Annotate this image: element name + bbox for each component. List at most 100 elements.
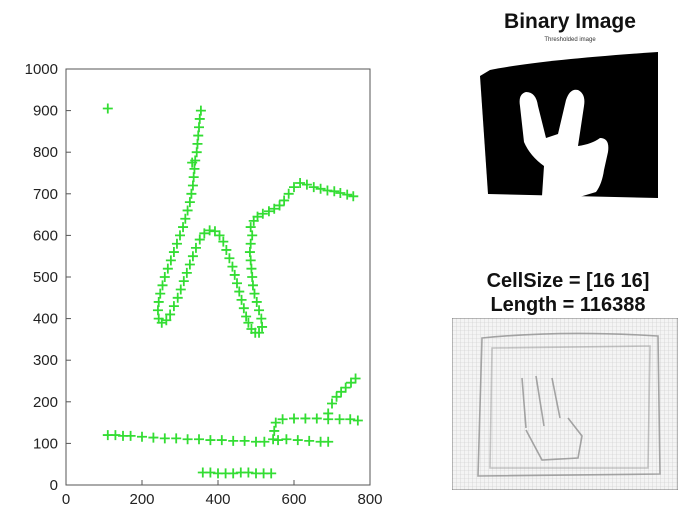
data-point xyxy=(216,435,227,446)
data-point xyxy=(162,263,173,274)
data-point xyxy=(102,103,113,114)
data-point xyxy=(241,311,252,322)
data-point xyxy=(315,183,326,194)
y-tick-label: 900 xyxy=(33,103,58,120)
data-point xyxy=(205,435,216,446)
data-point xyxy=(218,236,229,247)
data-point xyxy=(184,259,195,270)
data-point xyxy=(232,278,242,289)
data-point xyxy=(181,267,192,278)
data-point xyxy=(243,317,254,328)
data-point xyxy=(171,238,182,249)
data-point xyxy=(172,292,183,303)
data-point xyxy=(165,255,176,266)
data-point xyxy=(327,398,337,409)
y-tick-label: 500 xyxy=(33,269,58,286)
hog-feature-visualization xyxy=(451,317,679,491)
data-point xyxy=(245,222,256,233)
data-point xyxy=(161,315,172,326)
data-point xyxy=(224,253,235,264)
data-point xyxy=(279,195,290,206)
data-point xyxy=(171,433,182,444)
data-point xyxy=(342,189,353,200)
data-point xyxy=(175,284,186,295)
x-tick-label: 200 xyxy=(129,491,154,508)
x-tick-label: 800 xyxy=(357,491,382,508)
data-point xyxy=(251,436,261,447)
data-point xyxy=(187,180,198,191)
binary-image-subtitle: Thresholded image xyxy=(544,37,596,43)
data-point xyxy=(304,435,315,446)
data-point xyxy=(159,433,170,444)
data-point xyxy=(239,435,250,446)
data-point xyxy=(249,288,260,299)
data-point xyxy=(195,105,206,116)
data-point xyxy=(308,182,319,193)
data-point xyxy=(323,436,334,447)
data-point xyxy=(214,230,225,241)
data-point xyxy=(263,206,274,217)
data-point xyxy=(194,434,204,445)
data-point xyxy=(311,413,322,424)
data-point xyxy=(301,179,312,190)
data-point xyxy=(228,435,239,446)
y-tick-label: 300 xyxy=(33,352,58,369)
data-point xyxy=(269,425,280,436)
hog-cellsize-label: CellSize = [16 16] xyxy=(486,270,650,292)
hand-silhouette xyxy=(519,89,609,198)
data-point xyxy=(289,182,299,193)
data-point xyxy=(323,408,334,419)
data-point xyxy=(238,303,249,314)
data-point xyxy=(236,294,247,305)
data-point xyxy=(247,230,258,241)
data-point xyxy=(329,186,340,197)
y-tick-label: 700 xyxy=(33,186,58,203)
data-point xyxy=(274,200,285,211)
data-point xyxy=(252,211,263,222)
x-tick-label: 600 xyxy=(281,491,306,508)
data-point xyxy=(125,430,136,441)
x-tick-label: 400 xyxy=(205,491,230,508)
data-point xyxy=(334,414,345,425)
hog-length-label: Length = 116388 xyxy=(490,294,646,316)
y-tick-label: 400 xyxy=(33,311,58,328)
data-point xyxy=(187,157,198,168)
data-point xyxy=(227,261,238,272)
data-point xyxy=(331,391,342,402)
data-point xyxy=(178,276,189,287)
plot-frame xyxy=(65,68,371,486)
binary-image xyxy=(480,46,658,204)
data-point xyxy=(184,197,195,208)
data-point xyxy=(300,413,311,424)
x-tick-label: 0 xyxy=(62,491,70,508)
data-point xyxy=(350,373,361,384)
y-tick-label: 0 xyxy=(50,477,58,494)
data-point xyxy=(251,296,262,307)
data-point xyxy=(182,205,193,216)
data-point xyxy=(178,222,189,233)
data-point xyxy=(148,432,159,443)
data-point xyxy=(137,431,147,442)
data-point xyxy=(159,272,170,282)
data-point xyxy=(157,280,168,291)
binary-image-title: Binary Image xyxy=(504,10,636,33)
y-tick-label: 800 xyxy=(33,144,58,161)
data-point xyxy=(295,177,306,188)
data-point xyxy=(180,213,191,224)
data-point xyxy=(190,242,201,253)
data-point xyxy=(175,230,185,241)
data-point xyxy=(259,436,270,447)
y-tick-label: 100 xyxy=(33,435,58,452)
data-point xyxy=(348,191,359,202)
data-point xyxy=(345,414,356,425)
data-point xyxy=(283,188,294,199)
y-tick-label: 1000 xyxy=(25,61,58,78)
data-point xyxy=(199,228,210,239)
data-point xyxy=(269,203,280,214)
data-point xyxy=(270,417,281,428)
data-point xyxy=(186,188,197,199)
data-point xyxy=(182,434,193,445)
data-point xyxy=(229,269,240,280)
data-point xyxy=(340,382,351,393)
data-point xyxy=(254,327,265,338)
